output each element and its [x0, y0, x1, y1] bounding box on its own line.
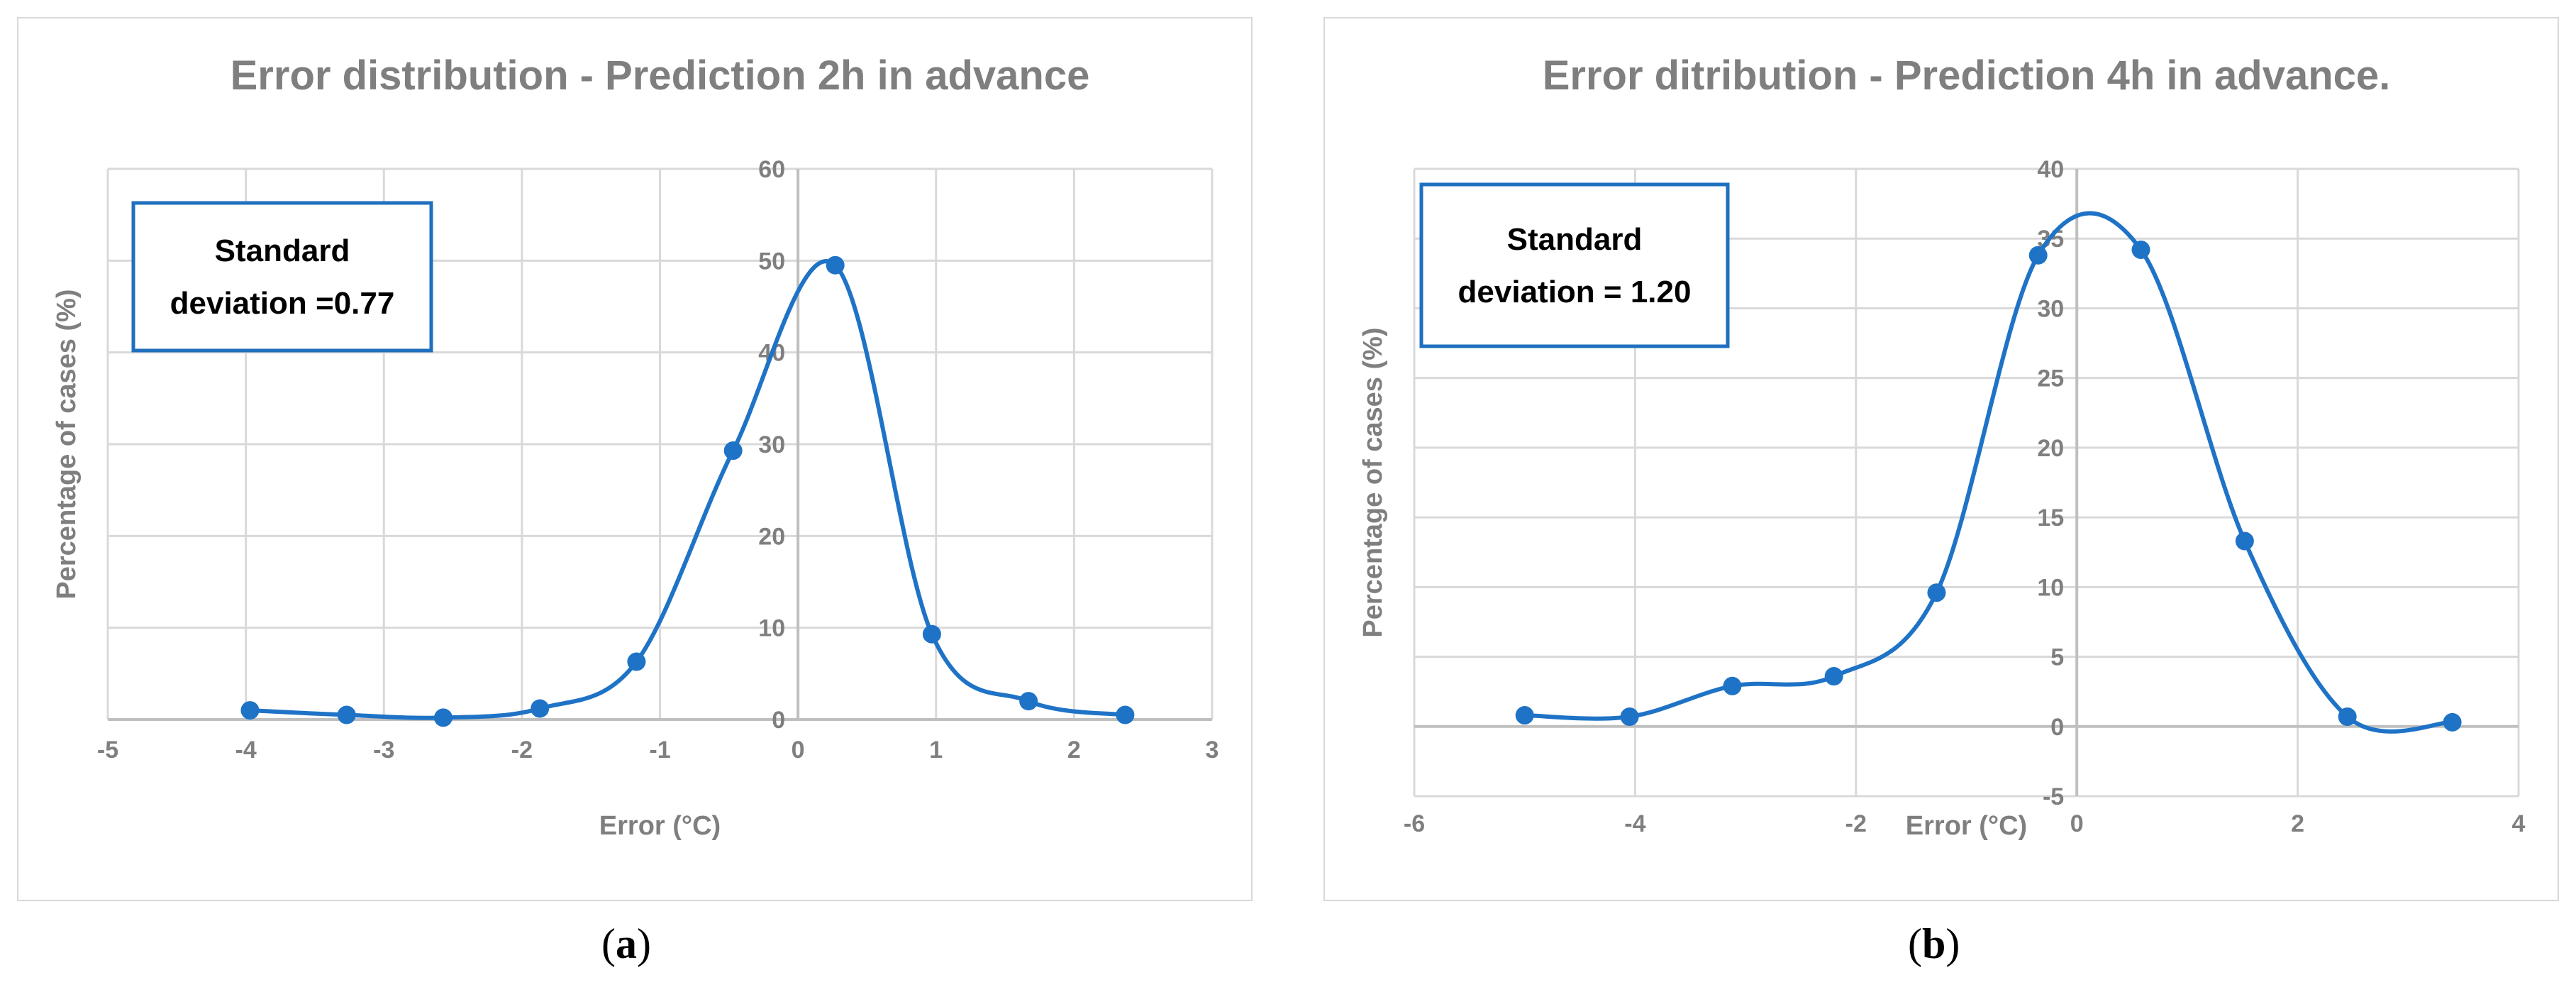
chart-panel-a: Error distribution - Prediction 2h in ad… [17, 17, 1253, 901]
x-tick-label: 2 [1067, 737, 1081, 764]
std-dev-annotation-box [131, 201, 433, 353]
std-dev-annotation-box [1419, 182, 1730, 348]
chart-panel-b: Error ditribution - Prediction 4h in adv… [1323, 17, 2559, 901]
x-axis-label: Error (°C) [1906, 811, 2027, 841]
std-dev-annotation-text: Standard [1507, 222, 1643, 257]
x-tick-label: 2 [2291, 810, 2304, 837]
x-tick-label: -2 [511, 737, 533, 764]
x-tick-label: -1 [649, 737, 670, 764]
data-point [1019, 692, 1038, 711]
y-tick-label: 0 [772, 707, 785, 734]
data-point [531, 699, 550, 718]
y-tick-label: -5 [2043, 783, 2064, 810]
x-tick-label: -4 [1624, 810, 1645, 837]
data-point [1116, 705, 1135, 724]
chart-title: Error ditribution - Prediction 4h in adv… [1543, 53, 2391, 99]
x-axis-label: Error (°C) [599, 811, 721, 841]
chart-a: Error distribution - Prediction 2h in ad… [52, 53, 1219, 841]
std-dev-annotation-text: deviation =0.77 [170, 286, 395, 321]
y-tick-label: 50 [758, 248, 785, 275]
y-tick-label: 20 [2037, 435, 2064, 462]
data-point [2131, 240, 2150, 259]
data-point [2028, 246, 2048, 265]
data-point [1927, 583, 1946, 602]
y-tick-label: 30 [2037, 295, 2064, 322]
y-tick-label: 40 [2037, 156, 2064, 183]
subfigure-label-a: (a) [601, 920, 651, 967]
data-point [826, 255, 845, 275]
chart-b: Error ditribution - Prediction 4h in adv… [1358, 53, 2526, 841]
x-tick-label: -4 [235, 737, 257, 764]
x-tick-label: 0 [792, 737, 805, 764]
x-tick-label: -3 [373, 737, 394, 764]
x-tick-label: 1 [929, 737, 943, 764]
data-point [922, 624, 941, 644]
x-tick-label: -5 [97, 737, 118, 764]
y-tick-label: 10 [2037, 574, 2064, 601]
data-point [1515, 706, 1534, 725]
data-point [2338, 707, 2357, 727]
y-tick-label: 25 [2037, 365, 2064, 392]
y-tick-label: 20 [758, 523, 785, 550]
data-point [1824, 667, 1843, 686]
y-axis-label: Percentage of cases (%) [1358, 327, 1388, 637]
data-point [723, 441, 743, 461]
data-point [1620, 707, 1639, 727]
y-axis-label: Percentage of cases (%) [52, 289, 82, 599]
y-tick-label: 30 [758, 431, 785, 458]
data-point [627, 652, 646, 671]
y-tick-label: 5 [2050, 644, 2064, 671]
series-line [1524, 211, 2453, 734]
y-tick-label: 15 [2037, 505, 2064, 531]
data-point [337, 705, 356, 724]
y-tick-label: 0 [2050, 714, 2064, 741]
y-tick-label: 60 [758, 156, 785, 183]
chart-title: Error distribution - Prediction 2h in ad… [231, 53, 1090, 99]
std-dev-annotation-text: Standard [215, 233, 350, 268]
data-point [433, 708, 453, 727]
data-point [2443, 712, 2462, 732]
data-point [240, 701, 260, 720]
std-dev-annotation-text: deviation = 1.20 [1458, 275, 1692, 309]
data-point [1723, 676, 1742, 695]
data-point [2235, 531, 2254, 551]
y-tick-label: 10 [758, 615, 785, 642]
x-tick-label: -2 [1845, 810, 1867, 837]
x-tick-label: 3 [1206, 737, 1219, 764]
x-tick-label: -6 [1404, 810, 1425, 837]
subfigure-label-b: (b) [1908, 920, 1960, 967]
x-tick-label: 0 [2070, 810, 2084, 837]
x-tick-label: 4 [2512, 810, 2526, 837]
